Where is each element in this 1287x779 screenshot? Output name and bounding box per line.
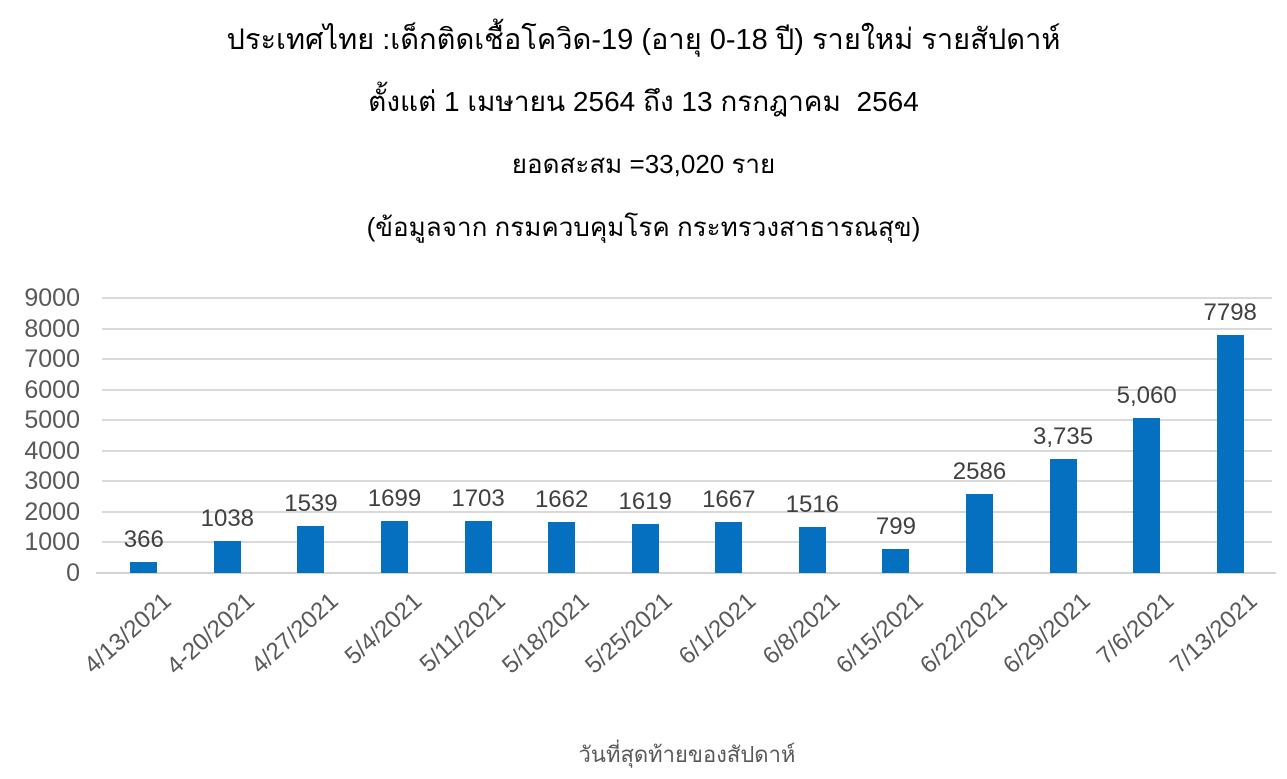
data-label-7/6/2021: 5,060 xyxy=(1116,382,1177,410)
y-axis-tick-label: 8000 xyxy=(24,314,80,343)
x-axis-title: วันที่สุดท้ายของสัปดาห์ xyxy=(578,742,796,767)
data-label-5/18/2021: 1662 xyxy=(534,486,589,514)
bar-5/4/2021 xyxy=(381,521,408,573)
x-axis-tick-label: 6/15/2021 xyxy=(831,587,929,680)
bar-6/22/2021 xyxy=(966,493,993,573)
y-axis-tick-label: 6000 xyxy=(24,375,80,404)
chart-title: ประเทศไทย :เด็กติดเชื้อโควิด-19 (อายุ 0-… xyxy=(226,24,1061,56)
y-axis-tick-label: 7000 xyxy=(24,345,80,374)
bar-6/1/2021 xyxy=(715,522,743,573)
data-label-6/22/2021: 2586 xyxy=(952,457,1007,485)
bar-4-20/2021 xyxy=(213,541,241,573)
data-label-4/13/2021: 366 xyxy=(123,525,164,553)
x-axis-tick-label: 7/13/2021 xyxy=(1165,587,1263,680)
chart-subtitle-date-range: ตั้งแต่ 1 เมษายน 2564 ถึง 13 กรกฎาคม 256… xyxy=(368,86,919,117)
data-label-6/15/2021: 799 xyxy=(875,512,916,540)
x-axis-line xyxy=(96,572,1276,574)
data-label-5/25/2021: 1619 xyxy=(618,487,672,515)
y-axis-tick-label: 9000 xyxy=(24,284,80,312)
chart-subtitle-cumulative-total: ยอดสะสม =33,020 ราย xyxy=(511,149,776,179)
bar-5/18/2021 xyxy=(548,522,576,573)
x-axis-tick-label: 6/22/2021 xyxy=(914,587,1013,680)
bar-6/8/2021 xyxy=(798,526,826,573)
gridline-y-8000 xyxy=(102,327,1272,330)
data-label-5/11/2021: 1703 xyxy=(451,484,505,512)
bar-7/6/2021 xyxy=(1133,418,1161,573)
y-axis-tick-label: 1000 xyxy=(24,528,80,557)
y-axis-tick-label: 5000 xyxy=(24,406,80,435)
gridline-y-3000 xyxy=(102,480,1272,483)
data-label-4-20/2021: 1038 xyxy=(200,505,255,533)
data-label-5/4/2021: 1699 xyxy=(367,485,422,513)
x-axis-tick-label: 5/11/2021 xyxy=(414,587,511,678)
x-axis-tick-label: 4/27/2021 xyxy=(246,587,344,680)
x-axis-tick-label: 5/25/2021 xyxy=(580,587,678,680)
data-label-6/29/2021: 3,735 xyxy=(1033,422,1094,450)
gridline-y-6000 xyxy=(102,388,1272,391)
bar-4/13/2021 xyxy=(130,561,158,573)
gridline-y-1000 xyxy=(102,541,1272,544)
data-label-6/8/2021: 1516 xyxy=(785,490,840,518)
bar-5/25/2021 xyxy=(631,523,659,573)
x-axis-tick-label: 6/1/2021 xyxy=(674,587,762,671)
bar-7/13/2021 xyxy=(1216,334,1244,573)
y-axis-tick-label: 3000 xyxy=(24,467,80,496)
x-axis-tick-label: 5/18/2021 xyxy=(496,587,595,680)
x-axis-tick-label: 6/29/2021 xyxy=(998,587,1096,680)
x-axis-tick-label: 4/13/2021 xyxy=(79,587,177,680)
gridline-y-2000 xyxy=(102,510,1272,513)
gridline-y-4000 xyxy=(102,449,1272,452)
x-axis-tick-label: 4-20/2021 xyxy=(161,587,261,680)
bar-4/27/2021 xyxy=(297,525,325,573)
y-axis-tick-label: 0 xyxy=(66,559,80,587)
y-axis-tick-label: 4000 xyxy=(24,436,80,465)
gridline-y-5000 xyxy=(102,419,1272,422)
chart-header: ประเทศไทย :เด็กติดเชื้อโควิด-19 (อายุ 0-… xyxy=(0,24,1287,242)
y-axis-tick-label: 2000 xyxy=(24,497,80,526)
data-label-6/1/2021: 1667 xyxy=(702,486,756,514)
bar-6/15/2021 xyxy=(882,548,910,573)
data-label-4/27/2021: 1539 xyxy=(284,489,338,517)
data-label-7/13/2021: 7798 xyxy=(1203,298,1257,326)
gridline-y-9000 xyxy=(102,297,1272,299)
bar-6/29/2021 xyxy=(1049,458,1077,573)
gridline-y-7000 xyxy=(102,358,1272,361)
chart-subtitle-data-source: (ข้อมูลจาก กรมควบคุมโรค กระทรวงสาธารณสุข… xyxy=(366,212,921,242)
bar-5/11/2021 xyxy=(464,520,492,573)
